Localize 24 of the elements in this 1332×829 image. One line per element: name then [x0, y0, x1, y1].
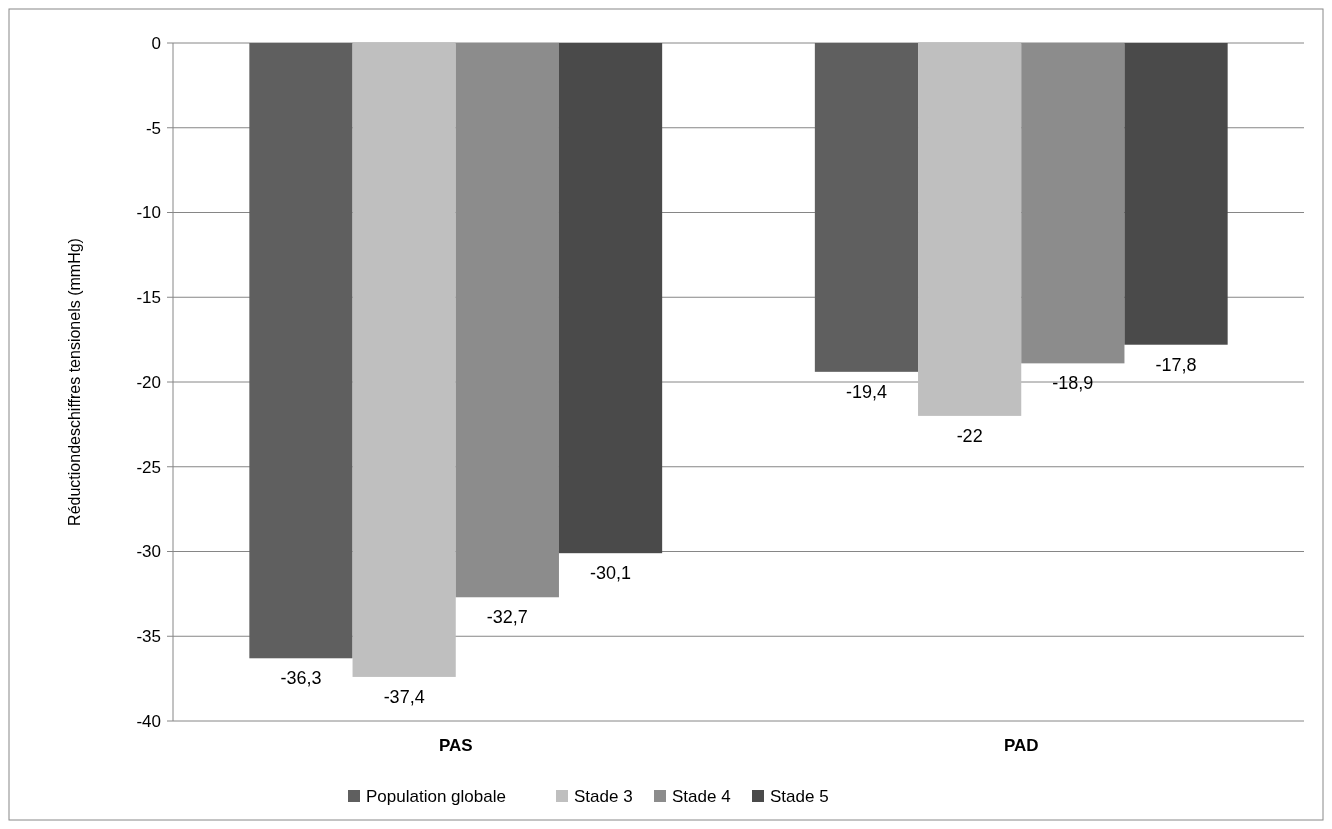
x-tick-label: PAD: [1003, 736, 1039, 755]
legend-label: Stade 5: [770, 786, 829, 806]
data-label: -18,9: [1052, 373, 1094, 394]
data-label: -36,3: [280, 668, 322, 689]
y-tick-label: -30: [136, 542, 161, 562]
y-tick-label: -10: [136, 203, 161, 223]
y-tick-label: -35: [136, 627, 161, 647]
data-label: -17,8: [1155, 354, 1197, 375]
y-tick-label: -15: [136, 288, 161, 308]
y-tick-label: -20: [136, 372, 161, 392]
data-label: -22: [956, 425, 983, 446]
legend-label: Stade 3: [574, 786, 633, 806]
data-label: -37,4: [383, 686, 425, 707]
legend-label: Population globale: [366, 786, 506, 806]
y-tick-label: -40: [136, 711, 161, 731]
y-tick-label: 0: [151, 33, 161, 53]
legend-label: Stade 4: [672, 786, 731, 806]
y-axis-title: Réductiondeschiffres tensionels (mmHg): [66, 238, 83, 526]
data-label: -19,4: [845, 381, 887, 402]
x-tick-label: PAS: [438, 736, 473, 755]
data-label: -32,7: [486, 607, 528, 628]
y-tick-label: -5: [145, 118, 161, 138]
data-label: -30,1: [590, 563, 632, 584]
y-tick-label: -25: [136, 457, 161, 477]
